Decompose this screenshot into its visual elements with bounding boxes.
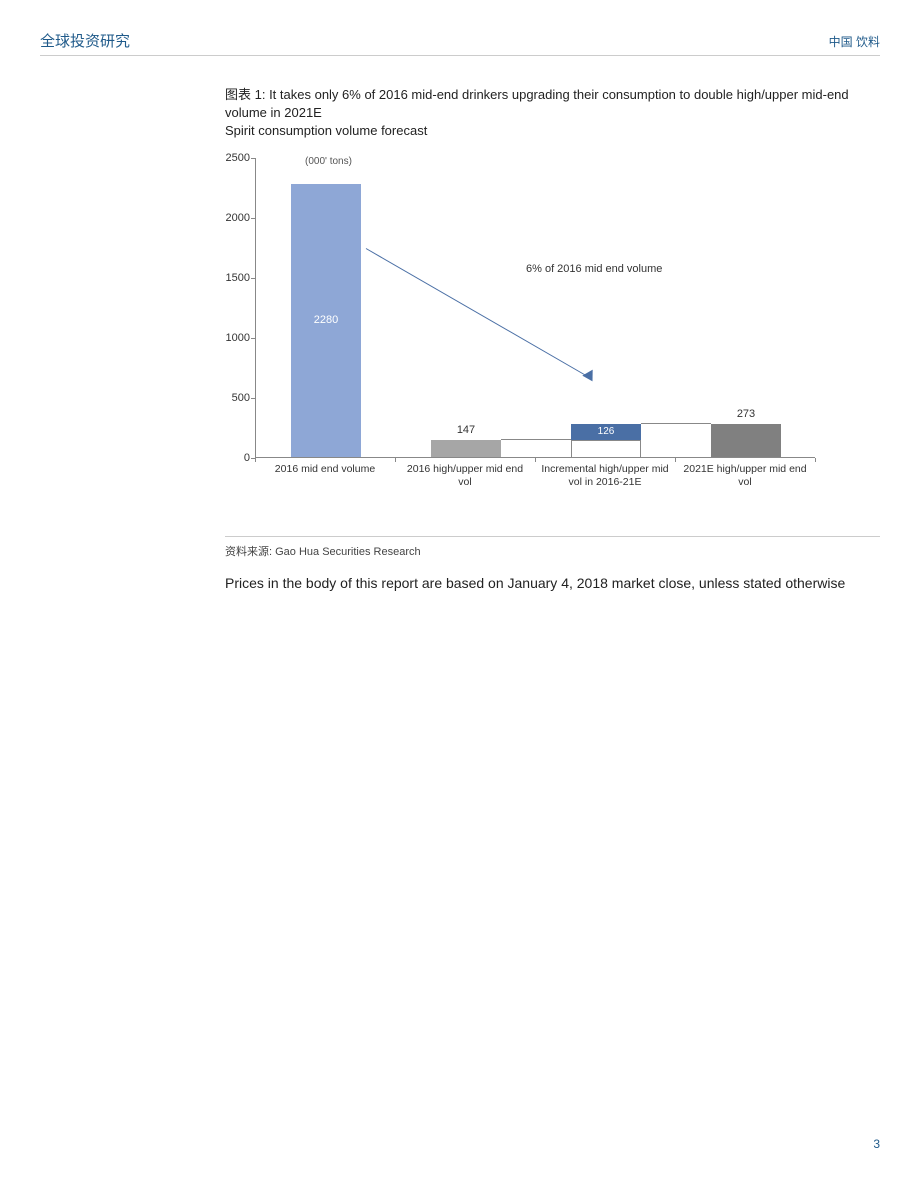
annotation-text: 6% of 2016 mid end volume <box>526 263 662 275</box>
ytick-3: 1500 <box>226 272 250 284</box>
xtick <box>675 458 676 462</box>
header-right: 中国 饮料 <box>829 33 880 50</box>
bar-value-4: 273 <box>711 408 781 420</box>
x-cat-2: 2016 high/upper mid end vol <box>400 463 530 488</box>
bar-4: 273 <box>711 424 781 457</box>
content-block: 图表 1: It takes only 6% of 2016 mid-end d… <box>225 86 880 594</box>
figure-subtitle: Spirit consumption volume forecast <box>225 123 880 138</box>
xtick <box>535 458 536 462</box>
plot-area: 2280 147 126 273 6% of 2016 mid end volu… <box>255 158 815 458</box>
bar-value-2: 147 <box>431 424 501 436</box>
bar-1: 2280 <box>291 184 361 458</box>
bar-3: 126 <box>571 424 641 439</box>
annotation-arrow-head <box>582 370 597 385</box>
ytick-4: 2000 <box>226 212 250 224</box>
page-header: 全球投资研究 中国 饮料 <box>40 30 880 56</box>
x-cat-3: Incremental high/upper mid vol in 2016-2… <box>540 463 670 488</box>
xtick <box>815 458 816 462</box>
ytick-1: 500 <box>232 392 250 404</box>
ytick-0: 0 <box>244 452 250 464</box>
bar-value-1: 2280 <box>291 314 361 326</box>
bar-3-base <box>571 440 641 458</box>
x-cat-1: 2016 mid end volume <box>260 463 390 476</box>
bar-value-3: 126 <box>571 424 641 439</box>
figure-source: 资料来源: Gao Hua Securities Research <box>225 536 880 559</box>
xtick <box>395 458 396 462</box>
bridge-line <box>501 439 571 440</box>
header-left: 全球投资研究 <box>40 30 130 51</box>
bridge-line <box>641 423 711 424</box>
x-cat-4: 2021E high/upper mid end vol <box>680 463 810 488</box>
chart-container: (000' tons) 0 500 1000 1500 2000 2500 22… <box>195 148 825 528</box>
page-number: 3 <box>873 1137 880 1151</box>
body-paragraph: Prices in the body of this report are ba… <box>225 573 880 594</box>
xtick <box>255 458 256 462</box>
bar-2: 147 <box>431 440 501 458</box>
figure-title: 图表 1: It takes only 6% of 2016 mid-end d… <box>225 86 880 121</box>
ytick-2: 1000 <box>226 332 250 344</box>
ytick-5: 2500 <box>226 152 250 164</box>
